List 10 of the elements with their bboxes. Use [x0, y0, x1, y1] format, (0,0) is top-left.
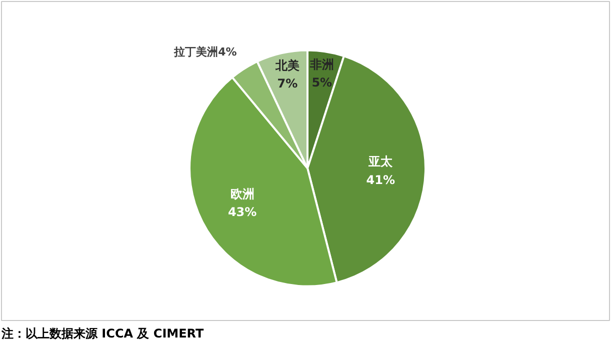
data-label: 7%: [277, 76, 298, 91]
data-label: 43%: [228, 205, 257, 220]
slice-label: 北美: [274, 58, 300, 73]
slice-label: 拉丁美洲4%: [173, 46, 237, 59]
slice-label: 非洲: [308, 57, 334, 72]
slice-label: 亚太: [368, 154, 394, 169]
data-label: 41%: [366, 172, 395, 187]
text: 注：以上数据来源 ICCA 及 CIMERT: [0, 326, 205, 340]
slice-label: 欧洲: [230, 186, 254, 201]
data-label: 5%: [312, 76, 332, 90]
